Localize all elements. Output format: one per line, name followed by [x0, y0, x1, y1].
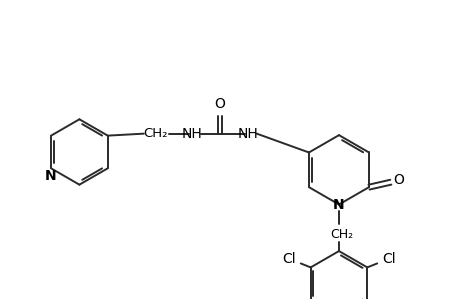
Text: CH₂: CH₂ — [330, 228, 353, 241]
Text: N: N — [332, 199, 344, 212]
Text: Cl: Cl — [381, 253, 395, 266]
Text: NH: NH — [237, 127, 257, 141]
Text: N: N — [44, 169, 56, 183]
Text: O: O — [392, 173, 403, 187]
Text: O: O — [214, 97, 225, 111]
Text: NH: NH — [182, 127, 202, 141]
Text: Cl: Cl — [281, 253, 295, 266]
Text: CH₂: CH₂ — [143, 127, 168, 140]
